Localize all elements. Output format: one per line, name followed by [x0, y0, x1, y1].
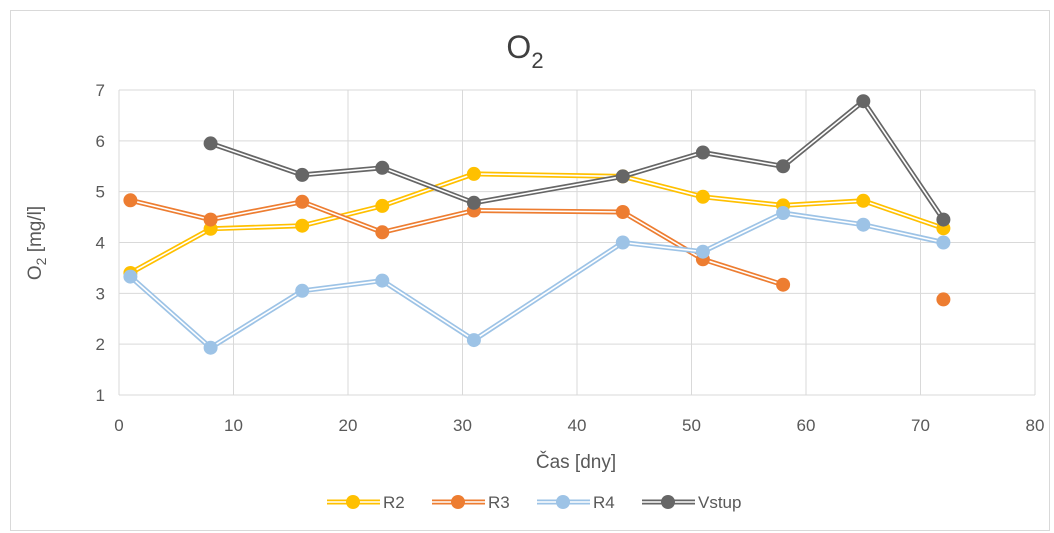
data-point: [856, 94, 871, 109]
data-point: [856, 217, 871, 232]
x-tick-label: 0: [114, 416, 123, 435]
data-point: [123, 269, 138, 284]
y-tick-label: 2: [96, 335, 105, 354]
legend: R2 R3 R4 Vstup: [327, 493, 741, 512]
data-point: [295, 194, 310, 209]
data-point: [295, 283, 310, 298]
data-point: [466, 166, 481, 181]
chart-frame: [10, 10, 1050, 531]
x-tick-label: 30: [453, 416, 472, 435]
legend-r4-marker: [556, 495, 570, 509]
data-point: [123, 193, 138, 208]
data-point: [203, 212, 218, 227]
series-r2: [123, 166, 951, 280]
data-point: [936, 235, 951, 250]
data-point: [695, 244, 710, 259]
series-vstup: [203, 94, 951, 227]
data-point: [295, 218, 310, 233]
legend-vstup: Vstup: [642, 493, 741, 512]
legend-r2-marker: [346, 495, 360, 509]
data-point: [375, 198, 390, 213]
data-point: [695, 145, 710, 160]
data-point: [295, 167, 310, 182]
data-point: [695, 189, 710, 204]
x-tick-label: 50: [682, 416, 701, 435]
y-tick-label: 5: [96, 183, 105, 202]
legend-r3-marker: [451, 495, 465, 509]
legend-vstup-label: Vstup: [698, 493, 741, 512]
data-point: [936, 212, 951, 227]
legend-r4: R4: [537, 493, 615, 512]
data-point: [375, 225, 390, 240]
data-point: [203, 340, 218, 355]
series-r2-line-inner: [130, 173, 944, 274]
legend-r4-label: R4: [593, 493, 615, 512]
gridlines: [118, 89, 1036, 396]
legend-r3: R3: [432, 493, 510, 512]
data-point: [466, 333, 481, 348]
y-tick-label: 1: [96, 386, 105, 405]
series-r2-line-outer: [129, 171, 945, 276]
series-r4: [123, 206, 951, 355]
data-point: [856, 193, 871, 208]
series-layer: [123, 94, 951, 355]
y-axis-ticks: 1 2 3 4 5 6 7: [96, 81, 105, 405]
series-r4-line-outer: [128, 210, 944, 351]
legend-vstup-marker: [661, 495, 675, 509]
y-tick-label: 3: [96, 284, 105, 303]
x-tick-label: 20: [339, 416, 358, 435]
data-point: [936, 292, 951, 307]
data-point: [375, 273, 390, 288]
data-point: [776, 277, 791, 292]
data-point: [375, 160, 390, 175]
legend-r2: R2: [327, 493, 405, 512]
data-point: [615, 205, 630, 219]
data-point: [615, 235, 630, 250]
x-tick-label: 80: [1026, 416, 1045, 435]
data-point: [776, 206, 791, 220]
x-tick-label: 10: [224, 416, 243, 435]
data-point: [776, 159, 791, 174]
series-r3: [123, 193, 951, 307]
chart-title: O2: [506, 29, 543, 73]
legend-r3-label: R3: [488, 493, 510, 512]
y-tick-label: 6: [96, 132, 105, 151]
x-axis-title: Čas [dny]: [536, 451, 616, 473]
data-point: [203, 136, 218, 151]
data-point: [466, 195, 481, 210]
x-axis-ticks: 0 10 20 30 40 50 60 70 80: [114, 416, 1044, 435]
x-tick-label: 40: [568, 416, 587, 435]
y-tick-label: 4: [96, 234, 105, 253]
y-tick-label: 7: [96, 81, 105, 100]
data-point: [615, 169, 630, 184]
x-tick-label: 60: [797, 416, 816, 435]
x-tick-label: 70: [911, 416, 930, 435]
series-r4-line-inner: [129, 212, 944, 349]
y-axis-title: O2 [mg/l]: [25, 206, 49, 280]
legend-r2-label: R2: [383, 493, 405, 512]
